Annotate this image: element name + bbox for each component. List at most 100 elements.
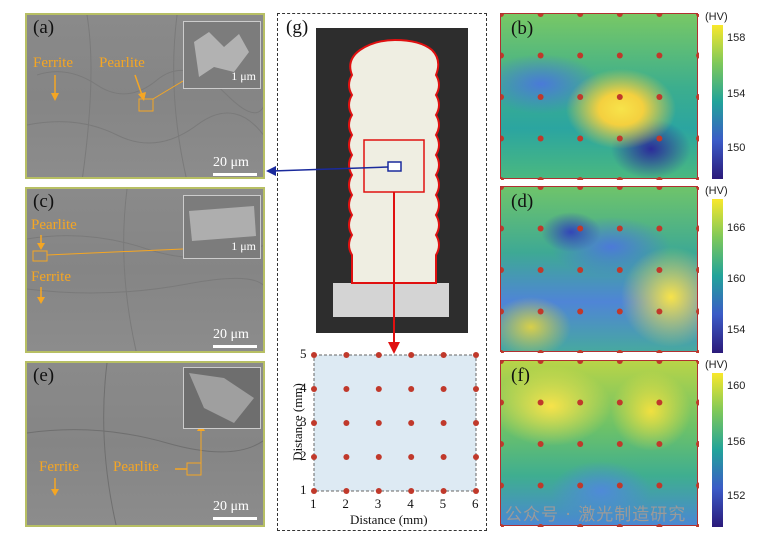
measurement-point [616, 184, 623, 190]
grain-texture [27, 363, 263, 525]
grid-point [343, 454, 350, 460]
measurement-point [696, 482, 702, 489]
colorbar-f [712, 373, 723, 527]
colorbar-tick-d-2: 160 [727, 273, 746, 285]
scale-bar-a [213, 173, 257, 176]
scale-bar-e [213, 517, 257, 520]
grid-xtick: 1 [310, 496, 317, 511]
measurement-point [498, 267, 504, 273]
grid-xtick: 3 [374, 496, 382, 511]
grid-point [440, 488, 447, 494]
grid-point [311, 386, 317, 392]
grid-point [473, 420, 479, 426]
grid-ytick: 5 [300, 346, 307, 361]
measurement-point [498, 524, 504, 530]
colorbar-unit-f: (HV) [705, 359, 728, 371]
watermark: 公众号 · 激光制造研究 [505, 505, 687, 525]
grid-ytick: 3 [300, 414, 307, 429]
measurement-point [498, 52, 504, 59]
grid-xtick: 6 [472, 496, 479, 511]
grid-point [408, 352, 415, 358]
inset-scale-a: 1 μm [231, 69, 256, 83]
panel-label-f: (f) [511, 365, 530, 386]
grid-ytick: 1 [300, 482, 307, 497]
pearlite-label-e: Pearlite [113, 459, 159, 475]
measurement-point [696, 52, 702, 59]
ferrite-label-e: Ferrite [39, 459, 79, 475]
measurement-point [577, 184, 584, 190]
scale-bar-c [213, 345, 257, 348]
measurement-point [537, 399, 544, 406]
sem-image-c: (c) Pearlite Ferrite 1 μm 20 μm [25, 187, 265, 353]
grid-point [408, 488, 415, 494]
blue-arrowhead [266, 166, 276, 176]
measurement-point [616, 225, 623, 232]
panel-label-e: (e) [33, 365, 55, 386]
scale-text-e: 20 μm [213, 499, 249, 514]
grid-point [343, 352, 350, 358]
measurement-point [656, 350, 663, 356]
grid-point [311, 420, 317, 426]
measurement-point [577, 225, 584, 232]
panel-label-d: (d) [511, 191, 534, 212]
measurement-point [577, 94, 584, 100]
grid-ytick: 4 [300, 380, 307, 395]
grid-point [408, 386, 415, 392]
measurement-point [537, 358, 544, 364]
measurement-point [577, 52, 584, 59]
measurement-point [696, 94, 702, 100]
grid-point [440, 386, 447, 392]
measurement-point [696, 267, 702, 273]
measurement-point [577, 350, 584, 356]
grid-xlabel: Distance (mm) [350, 512, 428, 527]
sem-image-a: (a) Ferrite Pearlite 1 μm 20 μm [25, 13, 265, 179]
measurement-point [498, 482, 504, 489]
ferrite-label-c: Ferrite [31, 269, 71, 285]
measurement-point [537, 308, 544, 315]
ferrite-label-a: Ferrite [33, 55, 73, 71]
grid-point [473, 386, 479, 392]
scale-text-c: 20 μm [213, 327, 249, 342]
colorbar-tick-d-1: 166 [727, 222, 746, 234]
colorbar-tick-b-3: 150 [727, 142, 746, 154]
measurement-point [696, 177, 702, 183]
measurement-point [656, 267, 663, 273]
measurement-point [696, 350, 702, 356]
measurement-point [616, 308, 623, 315]
panel-label-g: (g) [286, 17, 309, 38]
grid-point [311, 454, 317, 460]
measurement-point [656, 482, 663, 489]
measurement-point [696, 11, 702, 17]
colorbar-unit-b: (HV) [705, 11, 728, 23]
measurement-point [656, 177, 663, 183]
panel-label-b: (b) [511, 18, 534, 39]
colorbar-tick-f-2: 156 [727, 436, 746, 448]
measurement-point [616, 52, 623, 59]
measurement-point [656, 11, 663, 17]
pearlite-label-a: Pearlite [99, 55, 145, 71]
grid-plot-area [313, 354, 477, 492]
annotation-arrows-c [32, 235, 184, 304]
red-arrowhead [388, 342, 400, 354]
grid-points [311, 352, 479, 494]
grid-point [343, 386, 350, 392]
measurement-point [537, 350, 544, 356]
grain-texture [27, 15, 263, 177]
colorbar-b [712, 25, 723, 179]
measurement-point [498, 184, 504, 190]
colorbar-tick-f-3: 152 [727, 490, 746, 502]
colorbar-tick-b-1: 158 [727, 32, 746, 44]
measurement-point [498, 350, 504, 356]
colorbar-d [712, 199, 723, 353]
measurement-point [616, 267, 623, 273]
grid-xtick: 2 [342, 496, 349, 511]
measurement-point [498, 225, 504, 232]
inset-a: 1 μm [183, 21, 261, 89]
grid-ytick: 2 [300, 448, 307, 463]
measurement-point [696, 399, 702, 406]
colorbar-tick-b-2: 154 [727, 88, 746, 100]
grid-xtick: 4 [407, 496, 414, 511]
grid-point [311, 488, 317, 494]
measurement-point [498, 94, 504, 100]
